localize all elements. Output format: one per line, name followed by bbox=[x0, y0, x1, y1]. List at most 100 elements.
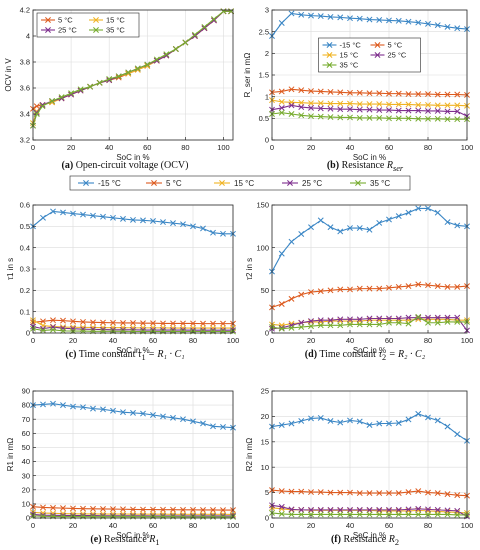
data-point-p25 bbox=[308, 318, 314, 325]
data-point-p5 bbox=[395, 90, 402, 97]
data-point-p5 bbox=[200, 320, 206, 327]
data-point-n15 bbox=[415, 205, 422, 212]
legend-box bbox=[36, 12, 140, 38]
data-point-p15 bbox=[395, 101, 402, 108]
y-tick-label: 20 bbox=[261, 412, 269, 421]
x-tick-label: 0 bbox=[270, 521, 274, 530]
data-point-p5 bbox=[415, 488, 422, 495]
data-point-p5 bbox=[347, 286, 353, 293]
y-tick-label: 15 bbox=[261, 437, 269, 446]
data-point-p35 bbox=[200, 513, 206, 520]
data-point-p5 bbox=[298, 291, 305, 298]
chart-d: 0 20 40 60 80 100 0 50 100 150 SoC in % τ2 in s bbox=[245, 201, 473, 355]
data-point-p5 bbox=[220, 320, 226, 327]
y-tick-label: 100 bbox=[256, 243, 269, 252]
data-point-n15 bbox=[366, 422, 373, 428]
data-point-p25 bbox=[337, 316, 344, 323]
data-point-n15 bbox=[415, 410, 422, 417]
axes-frame bbox=[32, 9, 234, 141]
caption-a: (a) Open-circuit voltage (OCV) bbox=[61, 160, 189, 171]
x-tick-label: 20 bbox=[307, 143, 315, 152]
data-point-p35 bbox=[425, 511, 431, 518]
data-point-p5 bbox=[434, 283, 441, 290]
x-tick-label: 60 bbox=[385, 143, 393, 152]
data-point-p35 bbox=[415, 313, 422, 320]
shared-legend-marker-p5 bbox=[151, 180, 157, 186]
data-point-n15 bbox=[434, 209, 441, 216]
data-point-n15 bbox=[425, 205, 431, 212]
data-point-p5 bbox=[405, 91, 412, 98]
data-point-p5 bbox=[366, 490, 373, 497]
data-point-p25 bbox=[376, 506, 383, 513]
data-point-p25 bbox=[405, 314, 412, 321]
y-tick-label: 20 bbox=[22, 485, 30, 494]
y-axis-label: R_ser in mΩ bbox=[243, 53, 252, 98]
data-point-n15 bbox=[434, 22, 441, 29]
data-point-p25 bbox=[308, 506, 314, 513]
legend-label-p35: 35 °C bbox=[340, 61, 359, 70]
data-point-p35 bbox=[366, 321, 373, 328]
data-point-p5 bbox=[444, 283, 451, 290]
y-tick-label: 150 bbox=[256, 201, 269, 210]
data-point-p35 bbox=[201, 23, 208, 30]
data-point-p5 bbox=[327, 88, 334, 95]
legend-label-p5: 5 °C bbox=[58, 16, 73, 25]
data-point-n15 bbox=[150, 218, 156, 224]
data-point-p5 bbox=[454, 492, 461, 499]
data-point-p35 bbox=[395, 115, 402, 122]
data-point-n15 bbox=[90, 405, 96, 412]
data-point-p35 bbox=[288, 111, 295, 117]
data-point-n15 bbox=[140, 410, 146, 417]
y-axis-label: τ2 in s bbox=[245, 258, 254, 280]
data-point-p35 bbox=[278, 510, 285, 517]
data-point-p35 bbox=[317, 113, 324, 120]
axes-frame bbox=[32, 390, 234, 519]
data-point-p5 bbox=[308, 88, 314, 94]
data-point-p5 bbox=[327, 489, 334, 496]
data-point-p5 bbox=[60, 505, 66, 512]
legend-label-n15: -15 °C bbox=[340, 41, 362, 50]
data-point-p25 bbox=[298, 319, 305, 326]
y-tick-label: 0.5 bbox=[259, 114, 269, 123]
chart-legend: 5 °C 15 °C 25 °C 35 °C bbox=[36, 12, 140, 38]
shared-legend-marker-p25 bbox=[287, 180, 293, 186]
y-tick-label: 0.3 bbox=[20, 265, 30, 274]
data-point-p35 bbox=[327, 511, 334, 518]
data-point-p25 bbox=[395, 107, 402, 114]
x-tick-label: 100 bbox=[227, 521, 240, 530]
y-tick-label: 3.8 bbox=[20, 58, 30, 67]
y-tick-label: 2 bbox=[265, 49, 269, 58]
data-point-p5 bbox=[366, 90, 373, 97]
data-point-p25 bbox=[425, 108, 431, 114]
data-point-p35 bbox=[220, 8, 227, 15]
data-point-n15 bbox=[386, 17, 392, 24]
x-tick-label: 40 bbox=[109, 336, 117, 345]
data-point-p35 bbox=[100, 513, 106, 520]
y-tick-label: 0 bbox=[26, 514, 30, 523]
data-point-p5 bbox=[110, 319, 116, 326]
plot-area bbox=[33, 391, 233, 518]
data-point-n15 bbox=[395, 213, 402, 220]
caption-c: (c) Time constant τ1 = R₁ · C₁ bbox=[65, 349, 185, 362]
legend-marker-p5 bbox=[374, 42, 381, 48]
data-point-p15 bbox=[278, 98, 285, 105]
caption-f: (f) Resistance R2 bbox=[330, 534, 400, 547]
data-point-n15 bbox=[70, 403, 76, 410]
x-axis-label: SoC in % bbox=[353, 531, 386, 540]
y-tick-label: 0.5 bbox=[20, 222, 30, 231]
x-axis-label: SoC in % bbox=[116, 531, 149, 540]
data-point-p5 bbox=[444, 491, 451, 498]
data-point-p5 bbox=[120, 506, 126, 513]
plot-area bbox=[272, 391, 467, 518]
data-point-p35 bbox=[298, 324, 305, 330]
data-point-p5 bbox=[40, 318, 46, 325]
data-point-p15 bbox=[386, 101, 392, 108]
data-point-p35 bbox=[454, 511, 461, 518]
data-point-n15 bbox=[425, 20, 431, 27]
x-tick-label: 80 bbox=[424, 521, 432, 530]
y-axis-label: τ1 in s bbox=[6, 258, 15, 280]
data-point-p35 bbox=[347, 511, 353, 518]
x-tick-label: 100 bbox=[227, 336, 240, 345]
data-point-p25 bbox=[434, 506, 441, 513]
data-point-p5 bbox=[220, 507, 226, 514]
